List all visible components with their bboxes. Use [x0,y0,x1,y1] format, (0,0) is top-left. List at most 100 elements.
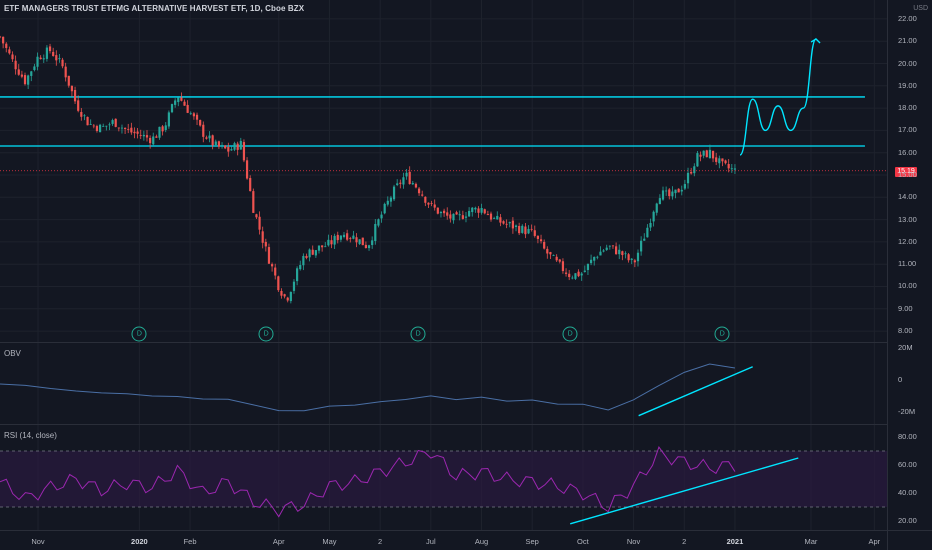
candle [123,127,127,129]
candle [649,222,652,228]
candle [452,213,455,221]
candles [0,35,737,304]
candle [58,58,61,60]
chart-title: ETF MANAGERS TRUST ETFMG ALTERNATIVE HAR… [4,4,305,13]
candle [217,141,221,147]
candle [652,211,655,222]
candle [355,237,358,243]
candle [702,150,705,156]
price-axis-label: 19.00 [898,80,917,90]
rsi-trendline [570,457,799,525]
dividend-icon[interactable]: D [410,326,426,342]
dividend-icon[interactable]: D [258,326,274,342]
candle [277,276,280,291]
candle [646,227,649,238]
candle [311,249,314,255]
candle [130,127,133,133]
candle [92,125,95,127]
candle [536,235,540,239]
time-axis-label: 2 [378,537,383,546]
time-axis-label: Apr [272,537,285,546]
candle [530,228,533,230]
currency-label: USD [913,5,928,12]
candle [455,212,458,215]
candle [139,135,142,137]
rsi-band [0,451,887,507]
candle [483,209,486,214]
candle [133,131,136,134]
obv-axis-label: 0 [898,375,903,384]
candle [733,168,737,170]
candle [89,124,92,125]
candle [430,203,433,204]
candle [233,143,236,150]
rsi-pane[interactable] [0,445,887,525]
candle [183,101,186,106]
projection-path[interactable] [739,38,821,156]
candle [577,271,580,277]
candle [286,297,289,301]
candle [67,75,70,86]
candle [374,223,377,241]
candle [86,116,89,126]
dividend-icon[interactable]: D [131,326,147,342]
candle [339,235,342,240]
projection-arrowhead [810,38,821,44]
candle [471,207,474,213]
candle [211,135,214,146]
rsi-line [0,445,736,518]
price-axis-label: 9.00 [898,303,913,313]
candle [299,265,302,270]
candle [574,273,577,279]
candle [267,247,271,264]
candle [308,249,311,258]
candle [205,137,208,139]
candle [111,120,114,124]
candle [568,273,571,278]
rsi-axis-label: 60.00 [898,460,917,469]
candle [461,215,464,219]
candle [252,191,255,213]
candle [189,113,192,115]
dividend-icon[interactable]: D [714,326,730,342]
candle [61,59,64,67]
candle [142,134,145,137]
candle [167,112,170,127]
candle [20,74,23,77]
candle [220,145,224,146]
horizontal-lines[interactable] [0,96,865,147]
time-axis-label: 2020 [131,537,148,546]
candle [30,71,33,76]
rsi-axis-label: 40.00 [898,488,917,497]
candle [555,256,558,261]
candle [633,260,636,263]
obv-pane[interactable] [0,363,753,417]
candle [377,219,380,226]
candle [73,90,77,102]
candle [436,207,439,214]
candle [439,211,443,214]
candle [480,207,483,213]
candle [27,75,30,85]
time-axis-label: Apr [868,537,881,546]
candle [177,97,180,103]
price-axis-label: 22.00 [898,13,917,23]
candle [489,213,493,220]
dividend-icon[interactable]: D [562,326,578,342]
candle [199,119,202,126]
candle [342,234,346,237]
candle [239,140,242,150]
candle [693,166,696,174]
candle [665,190,668,192]
candle [42,58,45,60]
candle [593,256,596,261]
candle [8,49,11,54]
candle [621,251,624,256]
candle [539,239,543,242]
candle [543,241,546,249]
time-axis-label: Jul [426,537,436,546]
candle [208,135,211,139]
candle [77,100,80,111]
price-axis-label: 13.00 [898,214,917,224]
